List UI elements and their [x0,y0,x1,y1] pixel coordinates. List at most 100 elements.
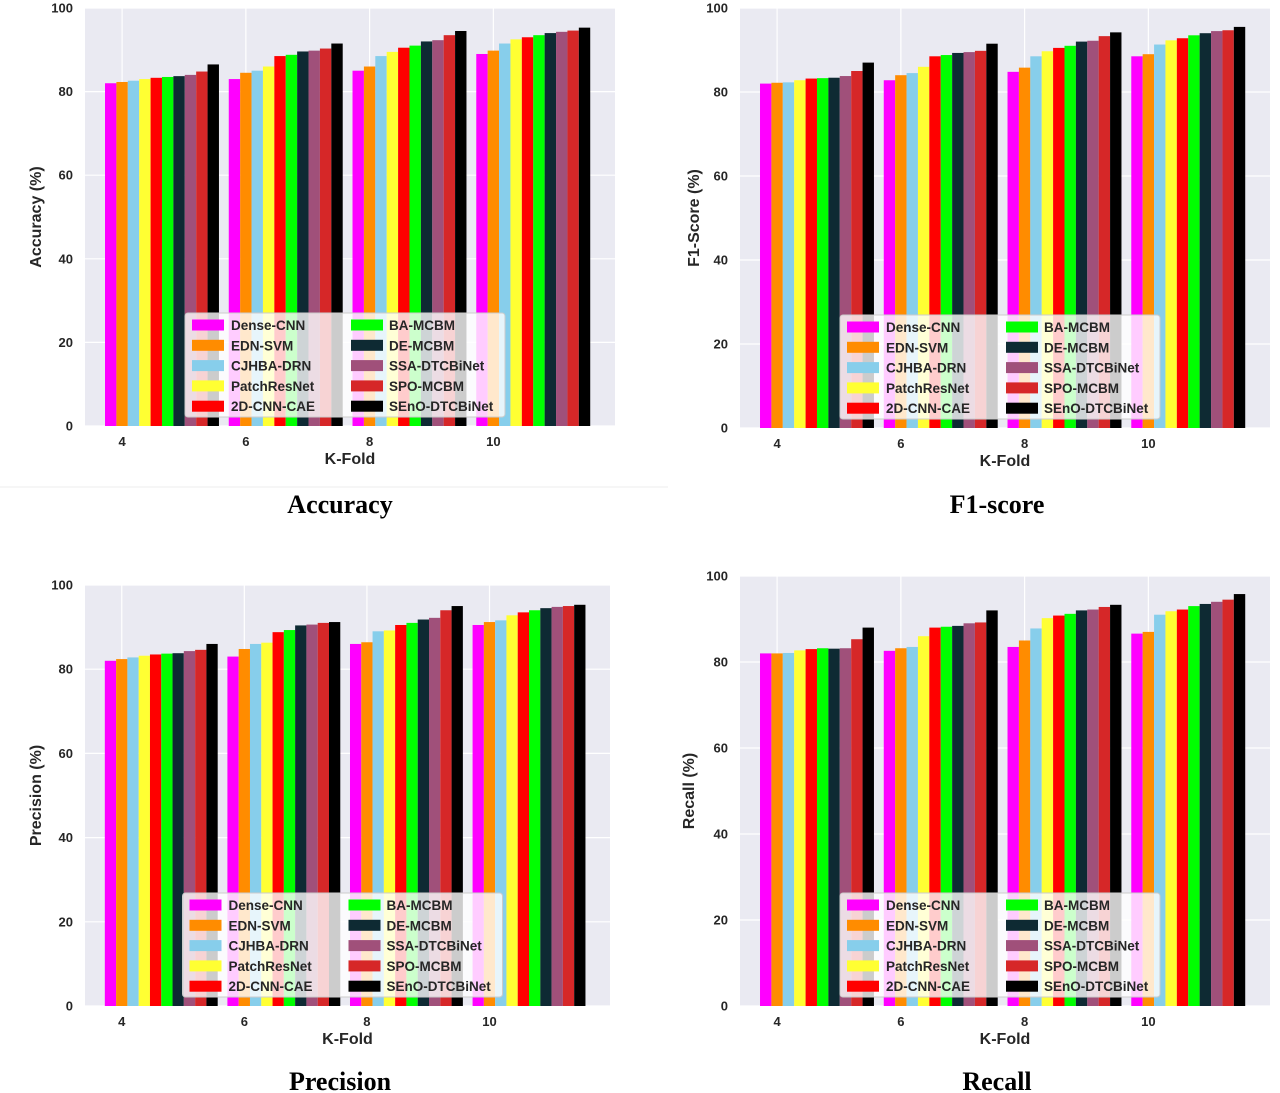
legend-swatch-ssa-dtcbinet [351,360,383,372]
bar-recall-k6-seno-dtcbinet [986,610,998,1006]
bar-f1-score-k8-de-mcbm [1075,41,1088,428]
bar-accuracy-k6-cjhba-drn [251,70,263,426]
legend-label: CJHBA-DRN [229,939,309,954]
y-tick-label: 40 [714,253,728,268]
legend: Dense-CNN EDN-SVM CJHBA-DRN PatchResNet 2D-C… [839,314,1161,420]
legend-swatch-cjhba-drn [189,940,222,952]
bar-recall-k8-edn-svm [1018,640,1031,1006]
legend-label: Dense-CNN [229,898,303,913]
x-tick-label: 8 [1021,436,1028,451]
legend-label: SSA-DTCBiNet [1044,939,1140,954]
bar-recall-k6-edn-svm [895,648,907,1006]
legend-label: SEnO-DTCBiNet [1044,401,1149,416]
bar-f1-score-k10-patchresnet [1165,40,1177,429]
bar-accuracy-k8-patchresnet [386,51,399,426]
bar-recall-k4-patchresnet [794,650,806,1006]
bar-f1-score-k10-edn-svm [1142,54,1155,428]
bar-precision-k4-spo-mcbm [195,649,207,1006]
legend-label: SPO-MCBM [387,959,462,974]
y-tick-label: 20 [714,337,728,352]
bar-accuracy-k4-seno-dtcbinet [207,64,219,427]
legend-swatch-patchresnet [847,960,879,972]
legend-label: EDN-SVM [229,918,291,933]
bar-precision-k10-spo-mcbm [562,606,575,1006]
bar-precision-k10-2d-cnn-cae [517,612,530,1006]
bar-precision-k6-dense-cnn [227,656,239,1006]
bar-precision-k6-ssa-dtcbinet [306,624,318,1006]
x-tick-label: 6 [241,1014,248,1029]
bar-recall-k10-2d-cnn-cae [1176,609,1189,1006]
legend-label: DE-MCBM [1044,918,1109,933]
legend-swatch-ssa-dtcbinet [1006,940,1038,952]
bar-accuracy-k6-ssa-dtcbinet [308,50,320,427]
bar-precision-k8-seno-dtcbinet [451,606,463,1006]
legend-swatch-patchresnet [189,960,222,972]
bar-accuracy-k8-edn-svm [363,66,376,427]
x-tick-label: 10 [1141,436,1155,451]
bar-recall-k4-seno-dtcbinet [862,627,874,1006]
legend-swatch-seno-dtcbinet [351,400,383,412]
bar-precision-k6-2d-cnn-cae [272,632,284,1006]
bar-precision-k6-edn-svm [238,648,250,1006]
bar-f1-score-k6-ssa-dtcbinet [963,52,975,428]
legend-swatch-spo-mcbm [1006,382,1038,394]
bar-f1-score-k6-edn-svm [895,75,907,428]
legend-label: BA-MCBM [1044,898,1110,913]
x-tick-label: 6 [897,436,904,451]
legend-label: SPO-MCBM [1044,381,1119,396]
legend-label: SEnO-DTCBiNet [389,399,494,414]
bar-precision-k6-patchresnet [261,642,273,1006]
bar-precision-k8-de-mcbm [417,619,430,1006]
bar-recall-k8-seno-dtcbinet [1110,604,1122,1006]
bar-precision-k6-ba-mcbm [283,630,296,1006]
legend-label: PatchResNet [231,379,315,394]
bar-accuracy-k10-patchresnet [510,39,522,426]
y-tick-label: 40 [59,830,73,845]
legend-swatch-2d-cnn-cae [847,980,879,992]
legend-label: PatchResNet [886,381,970,396]
bar-precision-k4-ssa-dtcbinet [183,651,196,1006]
bar-precision-k4-edn-svm [116,659,128,1006]
y-tick-label: 80 [59,662,73,677]
y-tick-label: 60 [714,169,728,184]
bar-precision-k8-spo-mcbm [440,610,452,1006]
legend-label: 2D-CNN-CAE [886,979,970,994]
legend-label: EDN-SVM [231,338,293,353]
y-tick-label: 0 [66,419,73,434]
legend-swatch-edn-svm [192,339,224,351]
bar-f1-score-k6-de-mcbm [952,52,964,428]
bar-accuracy-k4-ssa-dtcbinet [184,74,197,426]
bar-f1-score-k4-de-mcbm [828,77,840,428]
legend-swatch-de-mcbm [1006,919,1038,931]
x-tick-label: 4 [773,1014,781,1029]
legend-label: EDN-SVM [886,918,948,933]
y-tick-label: 60 [714,741,728,756]
bar-f1-score-k10-ssa-dtcbinet [1211,31,1223,428]
legend-swatch-2d-cnn-cae [192,400,224,412]
legend-swatch-ba-mcbm [351,319,383,331]
legend-label: SPO-MCBM [389,379,464,394]
f1-score-chart: 0 20 40 60 80 100 4 6 8 10 F1-Score (%) K-Fold Dense… [686,1,1270,519]
bar-precision-k6-cjhba-drn [249,643,262,1006]
bar-recall-k8-dense-cnn [1007,646,1019,1006]
bar-precision-k10-ba-mcbm [529,610,541,1006]
bar-accuracy-k4-edn-svm [116,81,128,427]
bar-recall-k6-cjhba-drn [906,646,918,1006]
legend-label: 2D-CNN-CAE [229,979,313,994]
legend-label: CJHBA-DRN [886,939,966,954]
legend-label: 2D-CNN-CAE [886,401,970,416]
bar-accuracy-k6-2d-cnn-cae [274,56,286,426]
legend-frame [839,892,1161,998]
bar-f1-score-k6-patchresnet [917,66,930,429]
precision-chart: 0 20 40 60 80 100 4 6 8 10 Precision (%) K-Fold Dens… [28,578,610,1093]
bar-f1-score-k8-ssa-dtcbinet [1087,40,1099,428]
legend-swatch-edn-svm [847,341,879,353]
chart-caption: Precision [289,1067,392,1093]
legend-label: SSA-DTCBiNet [387,939,483,954]
bar-recall-k4-2d-cnn-cae [805,649,817,1006]
bar-accuracy-k6-edn-svm [240,72,252,426]
bar-precision-k8-2d-cnn-cae [395,624,407,1006]
legend-frame [839,314,1161,420]
bar-recall-k10-ssa-dtcbinet [1211,601,1223,1006]
legend-swatch-ba-mcbm [1006,899,1038,911]
